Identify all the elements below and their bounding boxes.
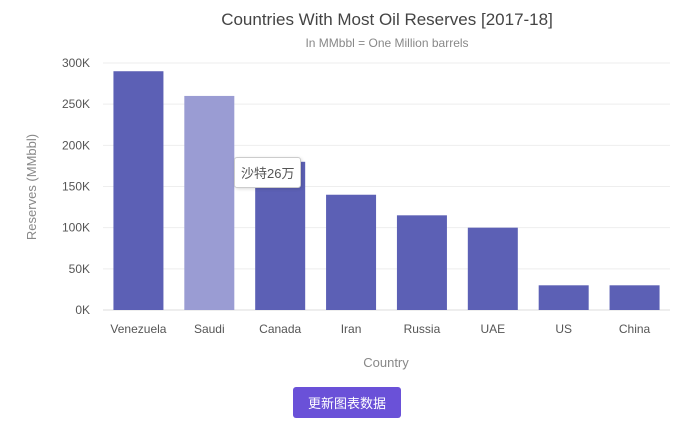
update-chart-button[interactable]: 更新图表数据 (293, 387, 401, 418)
x-tick-label: UAE (480, 322, 505, 336)
bar-us[interactable] (538, 285, 589, 310)
x-tick-label: Iran (341, 322, 362, 336)
y-tick-label: 250K (62, 97, 90, 111)
chart-title: Countries With Most Oil Reserves [2017-1… (221, 10, 553, 29)
bar-venezuela[interactable] (113, 71, 164, 310)
bar-china[interactable] (609, 285, 660, 310)
bar-iran[interactable] (326, 194, 377, 310)
y-tick-label: 50K (69, 262, 90, 276)
y-tick-label: 200K (62, 138, 90, 152)
x-tick-label: Saudi (194, 322, 225, 336)
y-axis-title: Reserves (MMbbl) (24, 134, 39, 240)
x-tick-label: US (555, 322, 572, 336)
x-tick-label: Venezuela (110, 322, 166, 336)
x-tick-label: Russia (404, 322, 441, 336)
y-tick-label: 300K (62, 56, 90, 70)
y-tick-label: 150K (62, 180, 90, 194)
bar-russia[interactable] (396, 215, 447, 310)
bar-uae[interactable] (467, 227, 518, 310)
chart-subtitle: In MMbbl = One Million barrels (305, 36, 469, 50)
x-tick-label: China (619, 322, 651, 336)
tooltip: 沙特26万 (234, 157, 302, 188)
bar-saudi[interactable] (184, 95, 235, 310)
x-tick-label: Canada (259, 322, 301, 336)
x-axis-title: Country (363, 355, 409, 370)
y-tick-label: 0K (75, 303, 90, 317)
y-tick-label: 100K (62, 221, 90, 235)
